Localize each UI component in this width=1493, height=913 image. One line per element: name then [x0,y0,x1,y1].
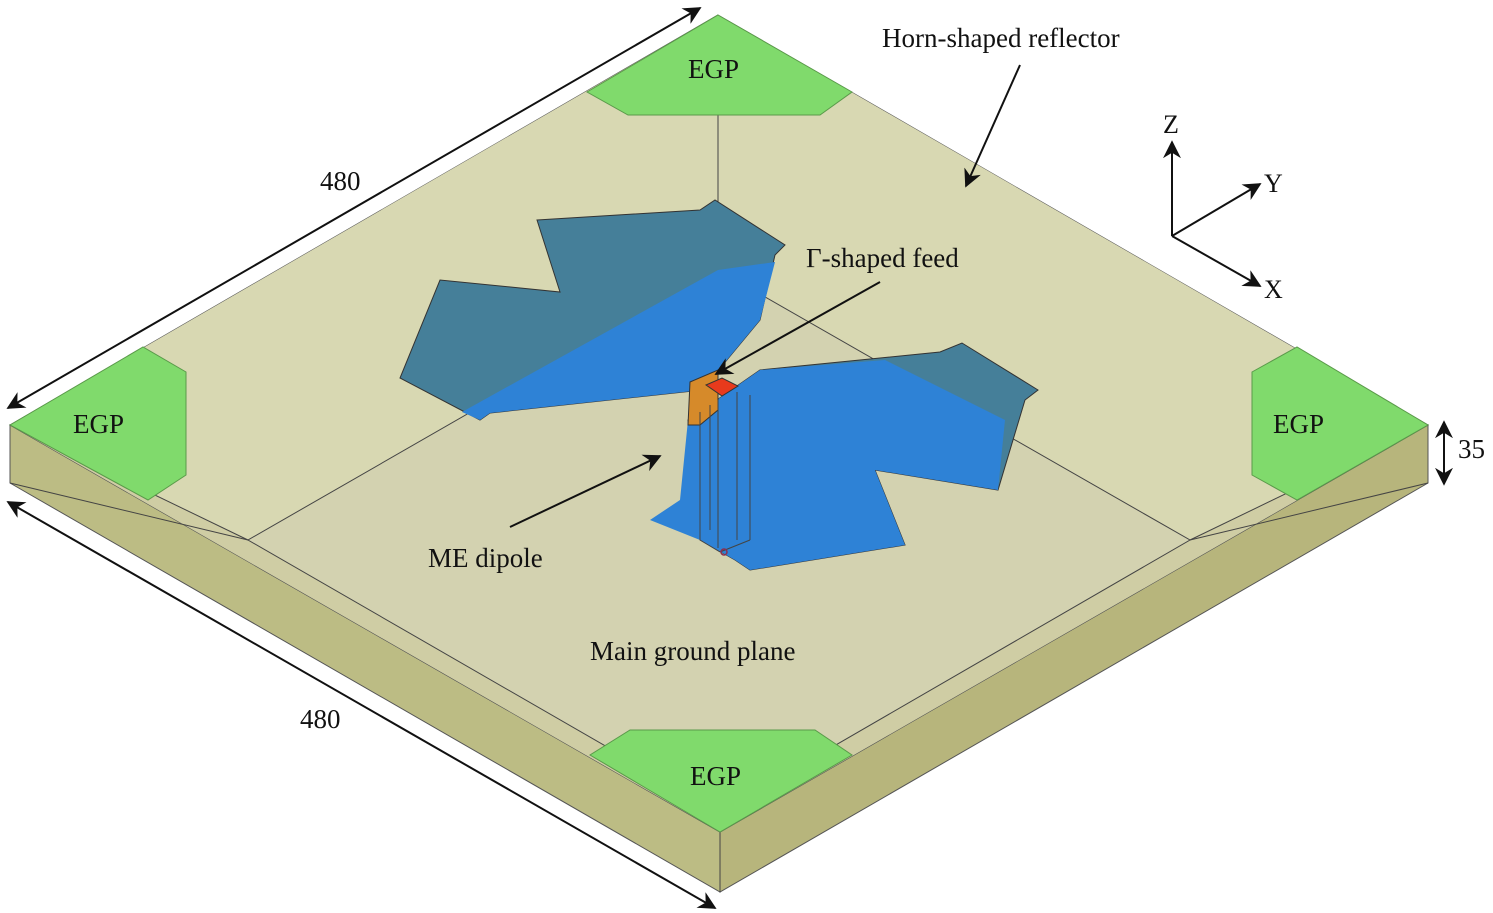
label-horn-reflector: Horn-shaped reflector [882,23,1120,53]
axis-y-label: Y [1264,169,1283,198]
callout-arrow-reflector [964,64,1021,188]
axis-y-line [1171,183,1262,237]
label-dim-height: 35 [1458,434,1485,464]
label-gamma-feed: Γ-shaped feed [806,243,959,273]
dim-arrow-top [6,7,702,409]
dipole-patch-front-right [650,360,1005,570]
dim-arrow-bottom [6,501,717,909]
label-me-dipole: ME dipole [428,543,543,573]
label-egp-top: EGP [688,54,739,84]
feed-top [704,377,740,397]
label-dim-top: 480 [320,166,361,196]
coordinate-axes: Z Y X [1163,110,1283,304]
label-egp-left: EGP [73,409,124,439]
label-dim-bottom: 480 [300,704,341,734]
feed-connector [720,548,728,556]
axis-x-label: X [1264,275,1283,304]
callout-arrow-feed [714,281,881,375]
axis-z-label: Z [1163,110,1179,139]
axis-x-line [1171,235,1262,287]
egp-right [1251,346,1429,501]
label-egp-bottom: EGP [690,761,741,791]
label-egp-right: EGP [1273,409,1324,439]
callout-arrow-dipole [509,454,662,528]
label-main-ground: Main ground plane [590,636,795,666]
